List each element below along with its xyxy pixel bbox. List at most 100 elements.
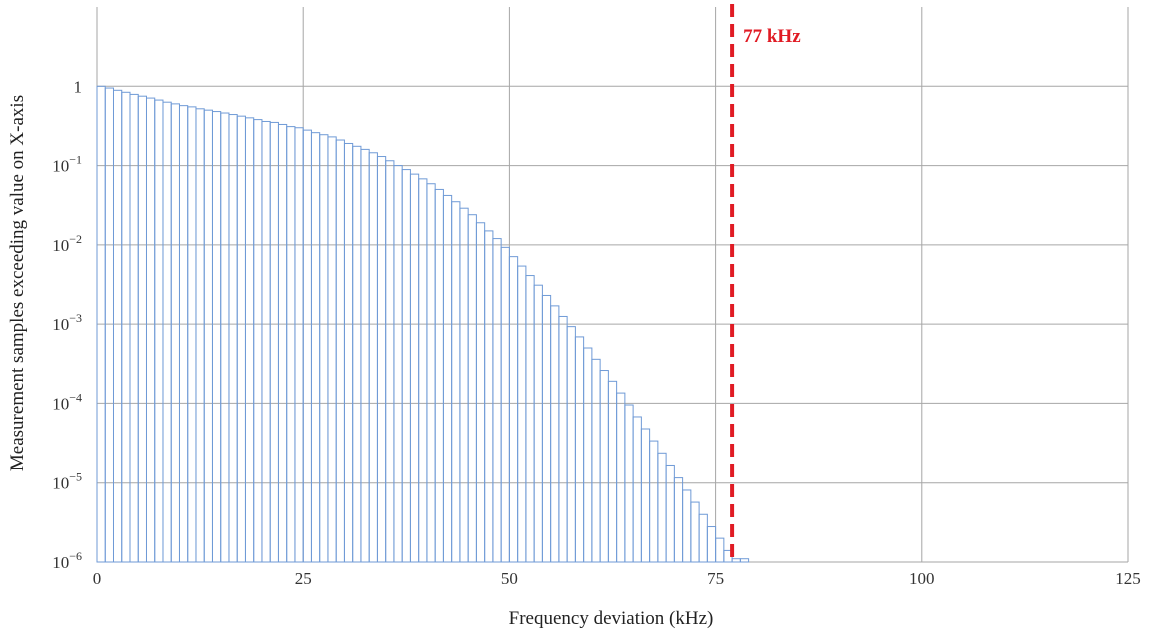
histogram-bar xyxy=(492,238,502,563)
histogram-bar xyxy=(129,93,139,563)
histogram-bar xyxy=(203,109,213,563)
x-tick-label: 75 xyxy=(707,569,724,588)
histogram-bar xyxy=(607,380,618,563)
histogram-bar xyxy=(533,284,543,563)
histogram-bar xyxy=(352,145,362,563)
histogram-bar xyxy=(393,165,403,563)
histogram-bar xyxy=(96,85,106,563)
histogram-bar xyxy=(211,111,222,563)
y-tick-label: 10−2 xyxy=(52,232,82,255)
histogram-bar xyxy=(467,214,477,563)
histogram-bar xyxy=(508,256,519,563)
histogram-bar xyxy=(286,126,296,563)
histogram-bar xyxy=(673,477,684,563)
histogram-bar xyxy=(599,370,609,563)
x-tick-label: 50 xyxy=(501,569,518,588)
x-tick-label: 125 xyxy=(1115,569,1141,588)
histogram-bar xyxy=(261,120,271,563)
histogram-bar xyxy=(418,178,428,563)
threshold-label: 77 kHz xyxy=(743,26,801,47)
histogram-bar xyxy=(682,489,692,563)
histogram-bar xyxy=(327,136,337,563)
histogram-bar xyxy=(665,464,675,563)
histogram-bar xyxy=(558,315,568,563)
histogram-bar xyxy=(401,169,411,563)
histogram-bar xyxy=(583,347,593,563)
histogram-bar xyxy=(228,114,238,563)
y-tick-label: 10−4 xyxy=(52,390,82,413)
histogram-bar xyxy=(170,103,180,563)
histogram-bar xyxy=(434,188,444,563)
x-tick-label: 100 xyxy=(909,569,935,588)
histogram-bar xyxy=(566,326,576,563)
histogram-bar xyxy=(302,129,312,563)
histogram-bar xyxy=(187,106,197,563)
histogram-bar xyxy=(137,95,147,563)
histogram-bar xyxy=(550,305,560,563)
histogram-bar xyxy=(715,537,725,563)
x-tick-label: 25 xyxy=(295,569,312,588)
histogram-bar xyxy=(624,404,634,563)
histogram-bar xyxy=(657,452,667,563)
histogram-bar xyxy=(310,132,321,563)
histogram-bar xyxy=(162,101,172,563)
histogram-bar xyxy=(616,392,626,563)
y-tick-label: 1 xyxy=(74,77,83,96)
histogram-bar xyxy=(459,207,469,563)
histogram-bar xyxy=(343,142,354,563)
histogram-bar xyxy=(731,558,741,563)
histogram-bar xyxy=(195,108,205,563)
histogram-bar xyxy=(277,123,288,563)
histogram-bar xyxy=(368,152,378,563)
histogram-bar xyxy=(690,501,700,563)
histogram-bar xyxy=(451,201,461,563)
histogram-bar xyxy=(376,156,387,563)
histogram-bar xyxy=(220,112,230,563)
histogram-bar xyxy=(632,416,642,563)
histogram-bar xyxy=(269,121,279,563)
histogram-bar xyxy=(409,173,420,563)
histogram-bar xyxy=(739,558,750,563)
histogram-bar xyxy=(319,134,329,563)
histogram-bar xyxy=(154,99,164,563)
histogram-bar xyxy=(244,117,255,563)
histogram-bar xyxy=(335,139,345,563)
histogram-bars xyxy=(96,85,750,563)
histogram-bar xyxy=(178,105,189,563)
histogram-bar xyxy=(517,265,527,563)
x-axis-title: Frequency deviation (kHz) xyxy=(509,608,714,629)
histogram-bar xyxy=(649,440,659,563)
y-axis-title: Measurement samples exceeding value on X… xyxy=(7,95,28,471)
histogram-bar xyxy=(525,275,535,563)
histogram-bar xyxy=(574,336,585,563)
histogram-bar xyxy=(112,89,123,563)
histogram-bar xyxy=(500,246,510,563)
histogram-bar xyxy=(442,194,453,563)
histogram-bar xyxy=(591,358,601,563)
histogram-bar xyxy=(475,222,486,563)
histogram-bar xyxy=(104,87,114,563)
histogram-bar xyxy=(706,526,717,563)
histogram-bar xyxy=(294,127,304,563)
histogram-bar xyxy=(541,294,552,563)
histogram-bar xyxy=(236,115,246,563)
y-tick-label: 10−5 xyxy=(52,470,82,493)
x-tick-labels: 0 25 50 75 100 125 xyxy=(93,569,1141,588)
histogram-bar xyxy=(121,91,131,563)
histogram-bar xyxy=(253,119,263,563)
x-tick-label: 0 xyxy=(93,569,102,588)
histogram-bar xyxy=(360,148,370,563)
grid xyxy=(96,7,1129,563)
histogram-bar xyxy=(145,97,156,563)
y-tick-label: 10−1 xyxy=(52,153,82,176)
histogram-bar xyxy=(698,513,708,563)
y-tick-label: 10−3 xyxy=(52,311,82,334)
y-tick-labels: 1 10−1 10−2 10−3 10−4 10−5 10−6 xyxy=(52,77,82,572)
histogram-bar xyxy=(426,183,436,563)
histogram-bar xyxy=(484,230,494,563)
histogram-bar xyxy=(385,160,395,563)
histogram-bar xyxy=(640,428,651,563)
y-tick-label: 10−6 xyxy=(52,549,82,572)
threshold-marker: 77 kHz xyxy=(730,4,801,562)
